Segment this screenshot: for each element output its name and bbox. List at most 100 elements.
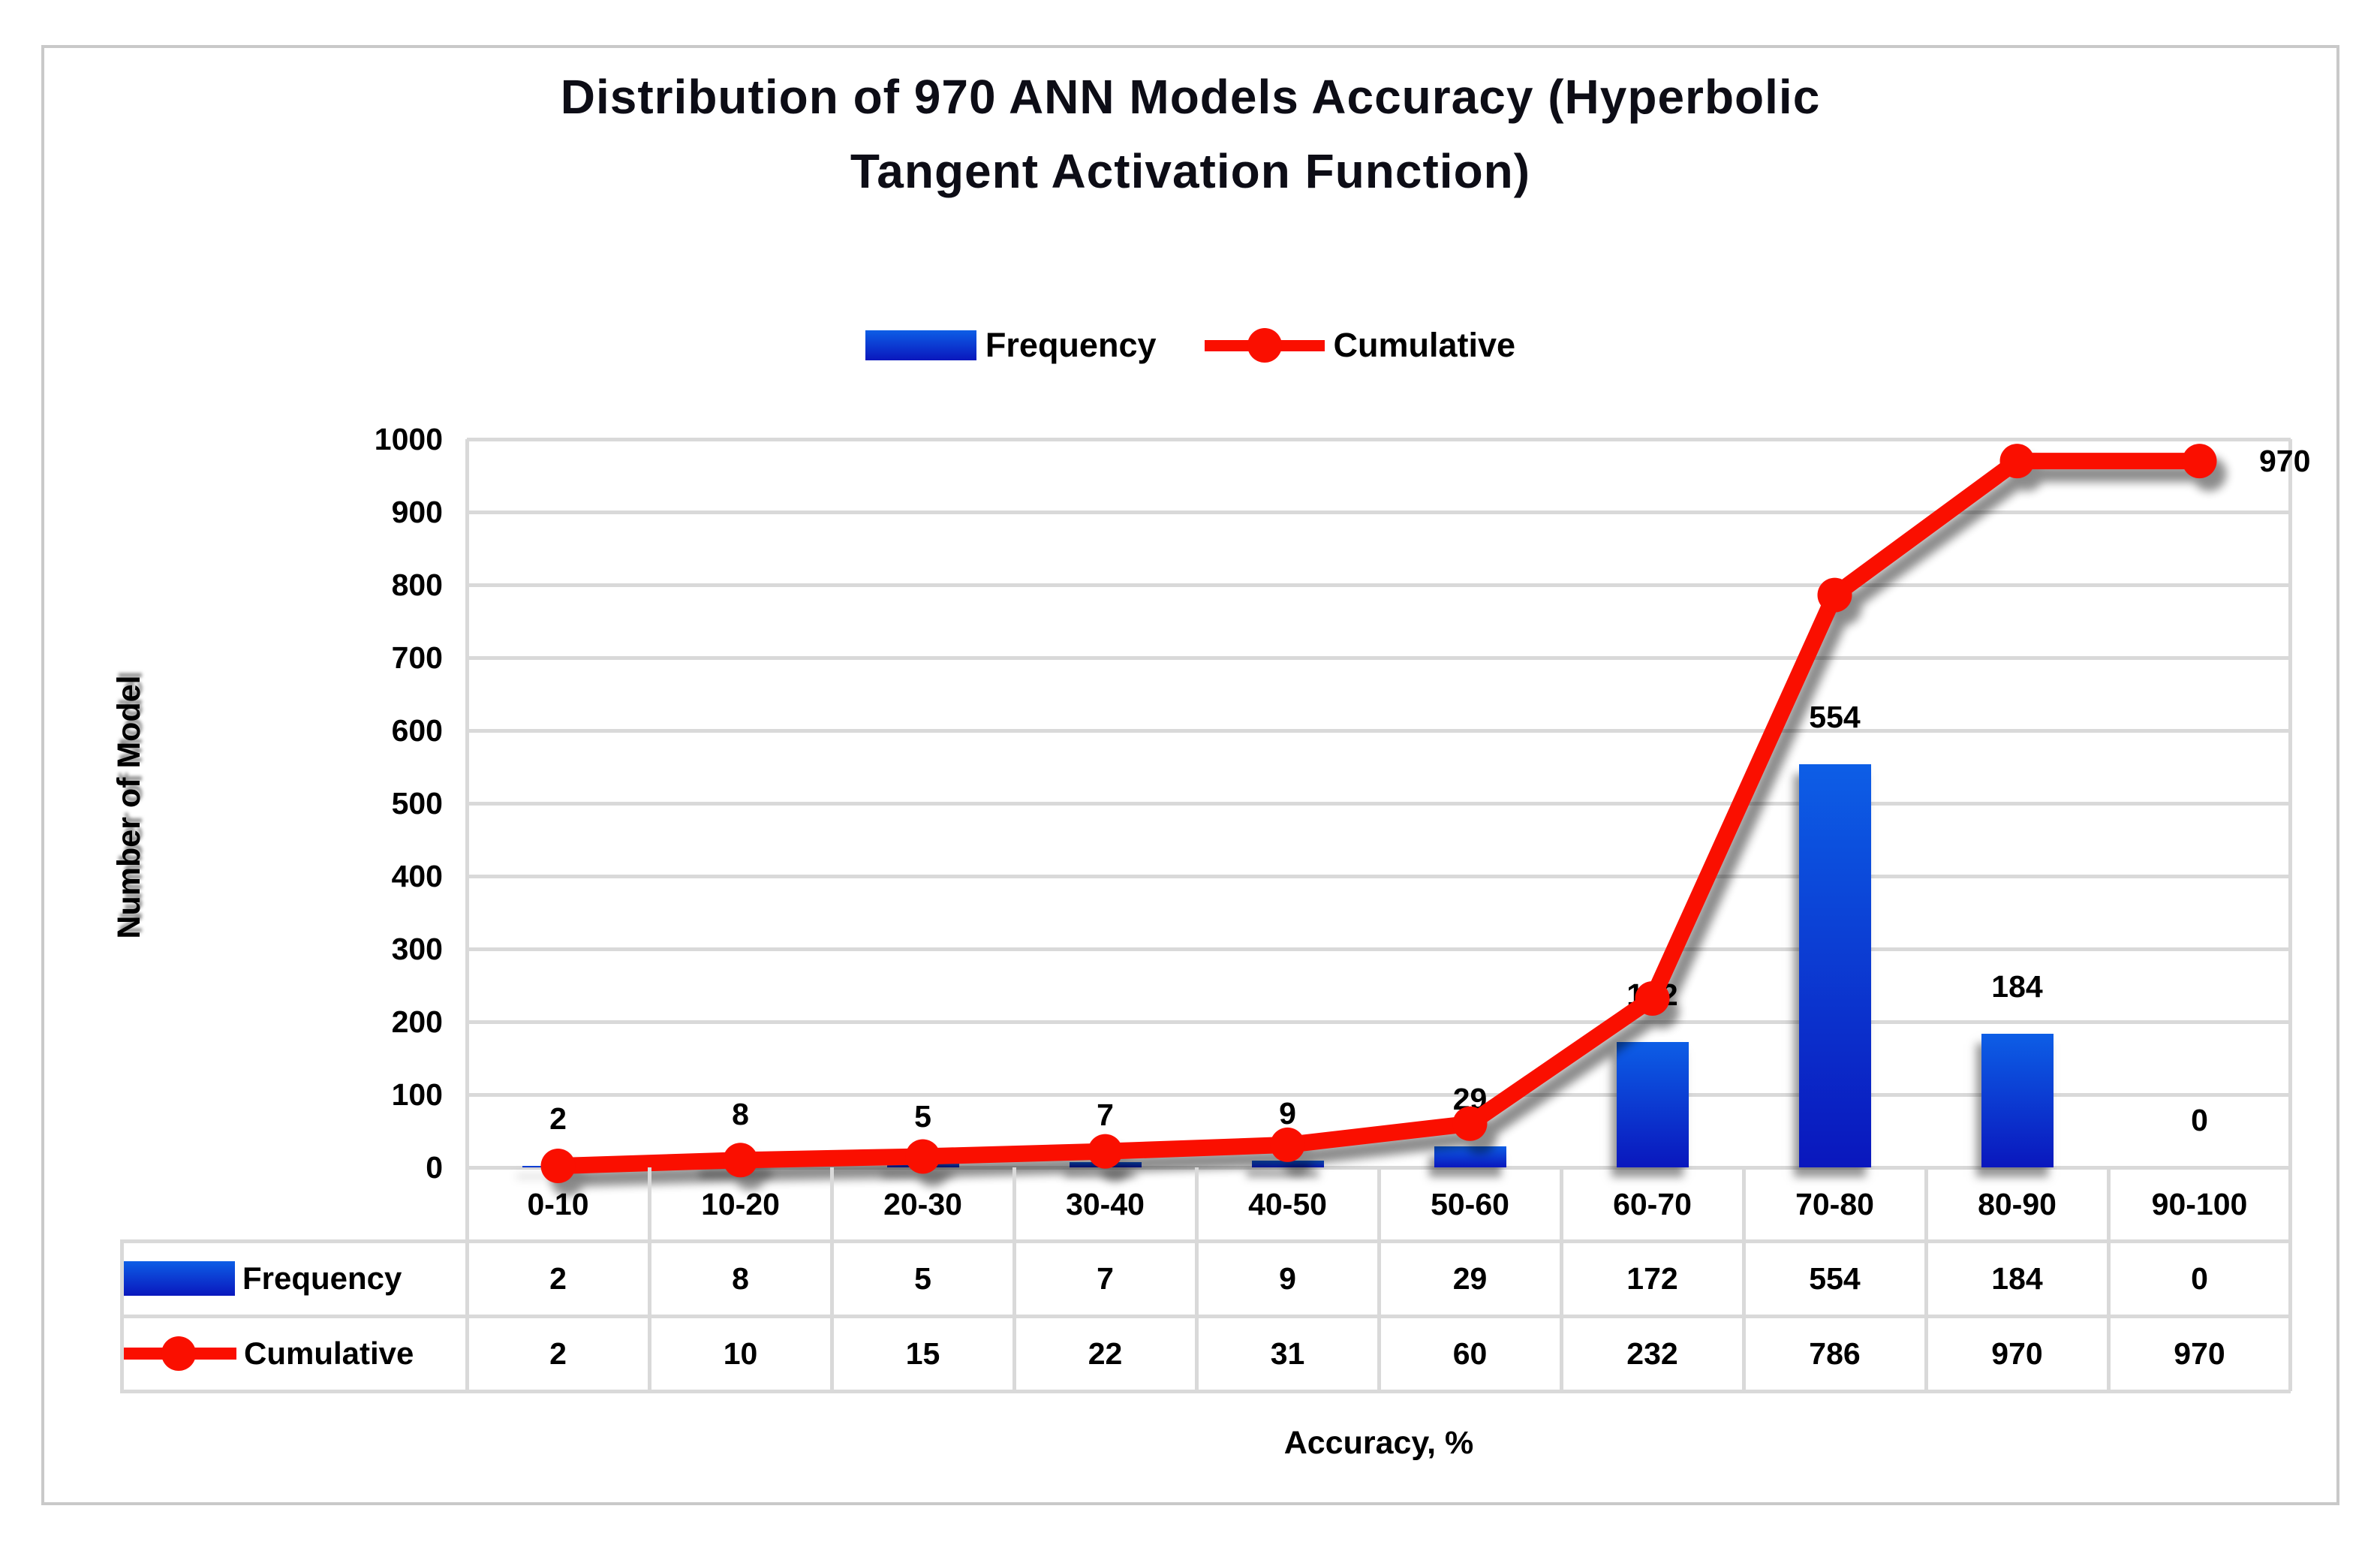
line-marker [540, 1149, 576, 1184]
line-marker [723, 1143, 758, 1178]
legend-item-frequency: Frequency [865, 326, 1157, 365]
gridline [467, 655, 2291, 660]
table-border-col [648, 1167, 651, 1391]
table-border-col [1742, 1167, 1746, 1391]
line-marker [1452, 1106, 1488, 1141]
bar-data-label: 2 [549, 1101, 567, 1137]
x-axis-title: Accuracy, % [1283, 1425, 1474, 1461]
table-border-col [2107, 1167, 2111, 1391]
table-cell: 15 [905, 1336, 940, 1371]
x-category-label: 20-30 [883, 1187, 962, 1221]
table-row-label: Frequency [242, 1260, 402, 1296]
table-border-h [120, 1239, 2291, 1243]
table-border-col [1924, 1167, 1928, 1391]
line-marker [1817, 577, 1852, 613]
table-cell: 554 [1809, 1261, 1861, 1296]
table-cell: 60 [1452, 1336, 1488, 1371]
frequency-key-icon [124, 1261, 235, 1296]
legend-label-frequency: Frequency [985, 326, 1157, 364]
table-cell: 29 [1452, 1261, 1488, 1296]
x-category-label: 80-90 [1978, 1187, 2057, 1221]
y-tick-label: 900 [391, 495, 443, 529]
table-border-col [1195, 1167, 1199, 1391]
table-cell: 970 [1991, 1336, 2043, 1371]
table-cell: 970 [2174, 1336, 2225, 1371]
cumulative-end-label: 970 [2259, 444, 2311, 478]
table-cell: 232 [1626, 1336, 1678, 1371]
table-cell: 172 [1626, 1261, 1678, 1296]
x-category-label: 30-40 [1066, 1187, 1145, 1221]
x-category-label: 50-60 [1431, 1187, 1509, 1221]
y-tick-label: 0 [426, 1150, 443, 1185]
bar-data-label: 554 [1809, 699, 1861, 734]
bar-data-label: 9 [1279, 1096, 1296, 1131]
line-marker [2182, 444, 2217, 479]
gridline [467, 874, 2291, 878]
frequency-bar [1616, 1042, 1689, 1167]
gridline [467, 510, 2291, 514]
x-category-label: 70-80 [1795, 1187, 1874, 1221]
table-cell: 786 [1809, 1336, 1861, 1371]
gridline [467, 1092, 2291, 1097]
frequency-bar [1981, 1033, 2054, 1167]
bar-data-label: 7 [1097, 1098, 1114, 1133]
x-category-label: 60-70 [1613, 1187, 1692, 1221]
table-border-col [1560, 1167, 1563, 1391]
y-tick-label: 800 [391, 568, 443, 602]
line-shadow [550, 456, 2227, 1197]
table-cell: 0 [2191, 1261, 2208, 1296]
table-row-label: Cumulative [244, 1336, 414, 1371]
x-category-label: 40-50 [1248, 1187, 1327, 1221]
cumulative-key-icon [124, 1335, 236, 1372]
cumulative-key-marker [161, 1336, 196, 1371]
table-cell: 5 [914, 1261, 931, 1296]
table-border-col [1377, 1167, 1381, 1391]
table-cell: 184 [1991, 1261, 2043, 1296]
table-cell: 22 [1088, 1336, 1123, 1371]
x-category-label: 90-100 [2151, 1187, 2248, 1221]
table-border-h [120, 1390, 2291, 1393]
table-cell: 8 [732, 1261, 749, 1296]
line-marker [1270, 1127, 1305, 1162]
y-tick-label: 500 [391, 786, 443, 821]
frequency-swatch-icon [865, 330, 976, 360]
gridline [467, 583, 2291, 587]
cumulative-line [540, 444, 2217, 1184]
x-category-label: 0-10 [527, 1187, 589, 1221]
plot-left-border [465, 439, 469, 1391]
table-row-header: Cumulative [124, 1316, 467, 1391]
legend-item-cumulative: Cumulative [1204, 326, 1516, 365]
cumulative-line-chart [540, 444, 2227, 1197]
frequency-bar [1798, 763, 1871, 1167]
table-border-col [1012, 1167, 1016, 1391]
table-row-header: Frequency [124, 1241, 467, 1316]
y-tick-label: 1000 [374, 422, 443, 456]
bar-data-label: 0 [2191, 1103, 2208, 1137]
table-cell: 10 [723, 1336, 758, 1371]
chart-legend: Frequency Cumulative [41, 318, 2339, 372]
y-tick-label: 600 [391, 713, 443, 748]
table-border-col [830, 1167, 834, 1391]
chart-title-line1: Distribution of 970 ANN Models Accuracy … [560, 70, 1821, 124]
table-border-left [120, 1241, 124, 1391]
gridline [467, 728, 2291, 733]
gridline [467, 947, 2291, 951]
y-tick-label: 200 [391, 1004, 443, 1039]
x-category-label: 10-20 [701, 1187, 780, 1221]
line-marker [1635, 980, 1670, 1016]
y-axis-title: Number of Model [111, 675, 147, 939]
chart-card [41, 45, 2339, 1505]
legend-label-cumulative: Cumulative [1333, 326, 1516, 364]
y-tick-label: 400 [391, 859, 443, 893]
gridline [467, 1019, 2291, 1024]
chart-title-line2: Tangent Activation Function) [850, 144, 1531, 198]
line-marker [1088, 1134, 1123, 1169]
cumulative-swatch-icon [1204, 326, 1325, 365]
gridline [467, 801, 2291, 806]
bar-data-label: 8 [732, 1097, 749, 1132]
y-tick-label: 700 [391, 640, 443, 675]
gridline [467, 437, 2291, 441]
table-cell: 7 [1097, 1261, 1114, 1296]
